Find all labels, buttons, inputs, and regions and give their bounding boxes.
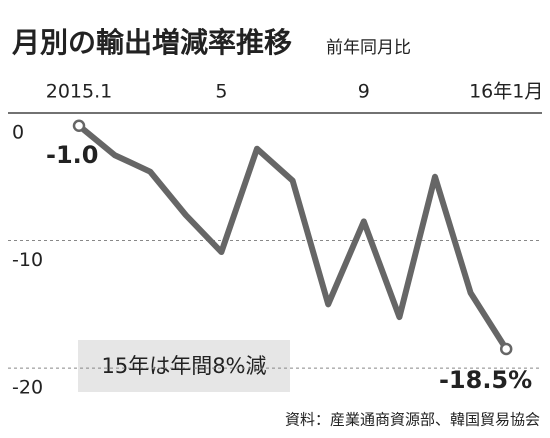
y-tick-label: 0 <box>12 122 24 144</box>
y-tick-label: -10 <box>12 249 43 271</box>
x-tick-label: 9 <box>358 81 370 103</box>
value-label: -1.0 <box>46 141 98 169</box>
x-tick-label: 16年1月 <box>469 81 543 103</box>
y-tick-label: -20 <box>12 377 43 399</box>
data-line <box>77 123 509 351</box>
chart-subtitle: 前年同月比 <box>326 38 411 58</box>
end-marker <box>72 119 86 133</box>
chart-title: 月別の輸出増減率推移 <box>11 26 292 59</box>
annotation: 15年は年間8%減 <box>101 354 266 378</box>
source: 資料：産業通商資源部、韓国貿易協会 <box>285 411 540 429</box>
value-label: -18.5% <box>439 366 532 394</box>
end-marker <box>499 342 513 356</box>
x-tick-label: 5 <box>215 81 227 103</box>
x-tick-label: 2015.1 <box>46 81 112 103</box>
annotation-box <box>78 340 290 392</box>
